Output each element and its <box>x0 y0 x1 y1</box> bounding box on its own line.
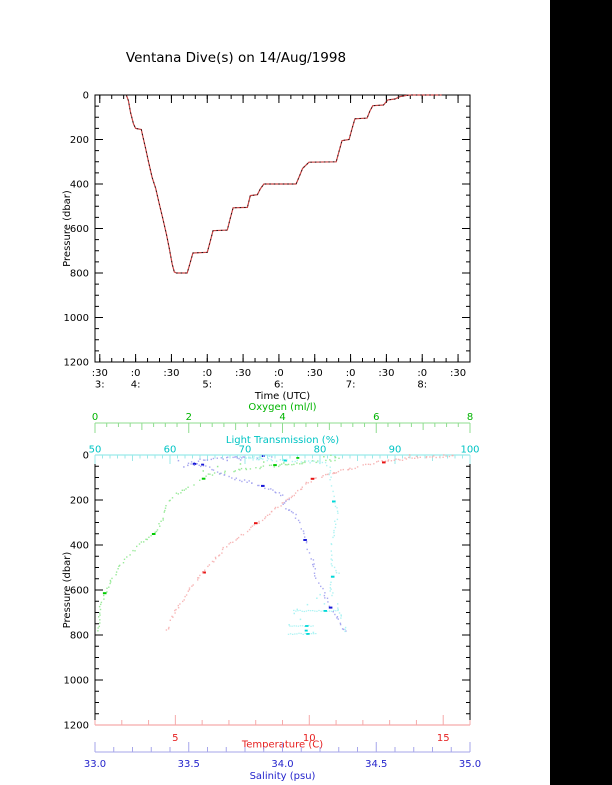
svg-text::30: :30 <box>235 368 251 379</box>
svg-text:800: 800 <box>70 269 89 280</box>
temperature-series <box>165 454 454 631</box>
svg-text:Pressure (dbar): Pressure (dbar) <box>62 190 73 267</box>
svg-text:0: 0 <box>83 451 89 462</box>
svg-text::0: :0 <box>202 368 212 379</box>
svg-text:1200: 1200 <box>64 721 89 732</box>
svg-text:15: 15 <box>437 733 450 744</box>
svg-text:400: 400 <box>70 541 89 552</box>
svg-text:Oxygen (ml/l): Oxygen (ml/l) <box>248 402 316 413</box>
svg-text::30: :30 <box>378 368 394 379</box>
dive-profile-line <box>125 94 442 274</box>
svg-text:0: 0 <box>83 91 89 102</box>
svg-text:34.5: 34.5 <box>365 759 387 770</box>
svg-text:8:: 8: <box>417 380 427 391</box>
svg-text:90: 90 <box>389 445 402 456</box>
right-black-bar <box>550 0 612 785</box>
svg-text::0: :0 <box>417 368 427 379</box>
svg-text:3:: 3: <box>95 380 105 391</box>
svg-text:200: 200 <box>70 496 89 507</box>
svg-text:7:: 7: <box>346 380 356 391</box>
svg-text:5:: 5: <box>202 380 212 391</box>
svg-text:Light Transmission (%): Light Transmission (%) <box>226 435 339 446</box>
svg-text:80: 80 <box>314 445 327 456</box>
svg-text:400: 400 <box>70 180 89 191</box>
svg-text:8: 8 <box>467 412 473 423</box>
profiles-pressure-axis: 0 200 400 600 800 1000 1200 Pressure (dbar) <box>62 451 470 732</box>
salinity-axis: 33.0 33.5 34.0 34.5 35.0 Salinity (psu) <box>84 742 481 782</box>
dive-time-axis: :303::04::30:05::30:06::30:07::30:08::30… <box>92 95 466 402</box>
svg-text:Time (UTC): Time (UTC) <box>254 391 310 402</box>
svg-text:2: 2 <box>186 412 192 423</box>
svg-text:1000: 1000 <box>64 313 89 324</box>
svg-text:33.0: 33.0 <box>84 759 106 770</box>
svg-text:50: 50 <box>89 445 102 456</box>
dive-pressure-axis: 0 200 400 600 800 1000 1200 Pressure (dbar) <box>62 91 470 369</box>
svg-text::0: :0 <box>346 368 356 379</box>
svg-text:1200: 1200 <box>64 358 89 369</box>
svg-text:35.0: 35.0 <box>459 759 481 770</box>
svg-text::0: :0 <box>274 368 284 379</box>
svg-text:4:: 4: <box>131 380 141 391</box>
svg-text:600: 600 <box>70 586 89 597</box>
svg-text::0: :0 <box>131 368 141 379</box>
light-transmission-series <box>239 454 347 635</box>
dive-chart <box>94 94 471 363</box>
svg-text:6: 6 <box>373 412 379 423</box>
svg-text:800: 800 <box>70 631 89 642</box>
svg-text:5: 5 <box>172 733 178 744</box>
svg-text::30: :30 <box>163 368 179 379</box>
svg-text:100: 100 <box>460 445 479 456</box>
page-title: Ventana Dive(s) on 14/Aug/1998 <box>125 50 347 66</box>
svg-text:6:: 6: <box>274 380 284 391</box>
oxygen-axis: 0 2 4 6 8 Oxygen (ml/l) <box>92 402 473 433</box>
svg-text:Pressure (dbar): Pressure (dbar) <box>62 552 73 629</box>
svg-text:600: 600 <box>70 224 89 235</box>
svg-text:200: 200 <box>70 135 89 146</box>
svg-text:70: 70 <box>239 445 252 456</box>
svg-text:4: 4 <box>279 412 285 423</box>
svg-text::30: :30 <box>92 368 108 379</box>
salinity-series <box>177 455 347 632</box>
svg-text:33.5: 33.5 <box>178 759 200 770</box>
svg-text::30: :30 <box>450 368 466 379</box>
svg-text:1000: 1000 <box>64 676 89 687</box>
svg-text:10: 10 <box>303 733 316 744</box>
svg-text:Salinity (psu): Salinity (psu) <box>250 771 316 782</box>
svg-text:34.0: 34.0 <box>271 759 293 770</box>
svg-text::30: :30 <box>307 368 323 379</box>
oxygen-series <box>97 454 340 632</box>
svg-text:60: 60 <box>164 445 177 456</box>
svg-text:0: 0 <box>92 412 98 423</box>
